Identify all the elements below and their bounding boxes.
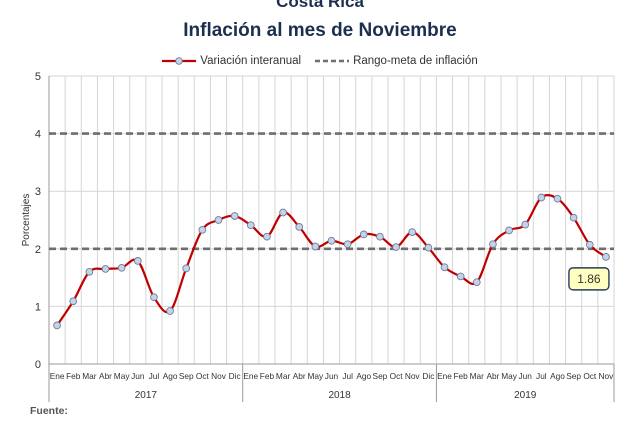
x-tick-label: May [308,371,325,381]
data-point [117,263,126,272]
x-tick-label: Ago [550,371,565,381]
data-point [408,228,417,236]
data-point [295,223,304,231]
x-tick-label: Ene [50,371,65,381]
data-point [569,213,578,222]
x-tick-label: Sep [566,371,581,381]
legend-item-target: Rango-meta de inflación [315,55,478,67]
data-point [602,253,610,261]
data-point [472,278,481,287]
y-tick-label: 3 [35,186,41,198]
data-point [553,194,562,203]
data-point [166,307,174,315]
data-point [311,242,320,251]
x-tick-label: Oct [390,371,404,381]
legend-dashed-line-icon [315,59,350,63]
data-point [456,272,465,281]
x-tick-label: Abr [293,371,306,381]
data-point [489,240,497,249]
x-tick-label: Jul [149,371,160,381]
data-point [101,265,110,273]
annotation-box [568,267,610,291]
data-point [359,230,368,239]
x-tick-label: Sep [373,371,388,381]
legend-label-series: Variación interanual [200,55,302,67]
x-tick-label: Feb [453,371,468,381]
year-label: 2019 [514,390,537,401]
x-tick-label: Feb [66,371,81,381]
x-tick-label: Ene [437,371,452,381]
x-tick-label: Nov [211,371,227,381]
x-tick-label: Mar [82,371,97,381]
data-point [85,267,94,276]
data-point [505,226,513,235]
legend-item-series: Variación interanual [162,55,301,67]
chart-title: Inflación al mes de Noviembre [183,20,457,41]
year-label: 2018 [328,390,351,401]
x-tick-label: Dic [422,371,434,381]
y-tick-label: 2 [35,244,41,256]
x-tick-label: Ago [163,371,178,381]
x-tick-label: Abr [99,371,112,381]
data-point [537,193,546,202]
x-tick-label: May [501,371,518,381]
data-point [182,264,191,273]
x-tick-label: Sep [179,371,194,381]
x-tick-label: Oct [196,371,210,381]
x-tick-label: Nov [599,371,615,381]
x-tick-label: Oct [583,371,597,381]
data-point [246,221,255,230]
annotation-label: 1.86 [577,272,601,286]
x-tick-label: Dic [229,371,241,381]
x-tick-label: Abr [486,371,499,381]
data-point [150,293,158,302]
data-point [69,297,78,306]
data-point [440,263,449,272]
y-tick-label: 0 [35,359,41,371]
x-tick-label: Jul [342,371,353,381]
y-tick-label: 5 [35,71,41,83]
data-point [392,243,400,251]
data-point [424,243,433,252]
x-tick-label: Jul [536,371,547,381]
x-tick-label: Ene [243,371,258,381]
x-tick-label: Mar [276,371,291,381]
data-point [263,232,271,241]
y-axis-label: Porcentajes [21,194,32,247]
y-tick-label: 4 [35,129,41,141]
data-point [327,236,336,245]
legend-label-target: Rango-meta de inflación [353,55,478,67]
data-point [585,240,594,249]
source-label: Fuente: [30,405,68,417]
y-tick-label: 1 [35,301,41,313]
title-top: Costa Rica [276,0,364,11]
x-tick-label: May [114,371,131,381]
data-point [279,208,287,217]
x-tick-label: Feb [260,371,275,381]
data-point [214,216,223,224]
legend-line-marker-icon [162,57,197,65]
data-point [376,232,384,241]
x-tick-label: Jun [131,371,145,381]
legend: Variación interanual Rango-meta de infla… [0,55,640,67]
data-point [198,225,207,234]
data-point [53,321,61,330]
x-tick-label: Jun [519,371,533,381]
x-tick-label: Jun [325,371,339,381]
year-label: 2017 [135,390,158,401]
x-tick-label: Ago [356,371,371,381]
data-point [343,240,352,249]
data-point [230,212,239,220]
data-point [521,220,530,229]
x-tick-label: Mar [470,371,485,381]
x-tick-label: Nov [405,371,421,381]
data-point [133,257,142,265]
